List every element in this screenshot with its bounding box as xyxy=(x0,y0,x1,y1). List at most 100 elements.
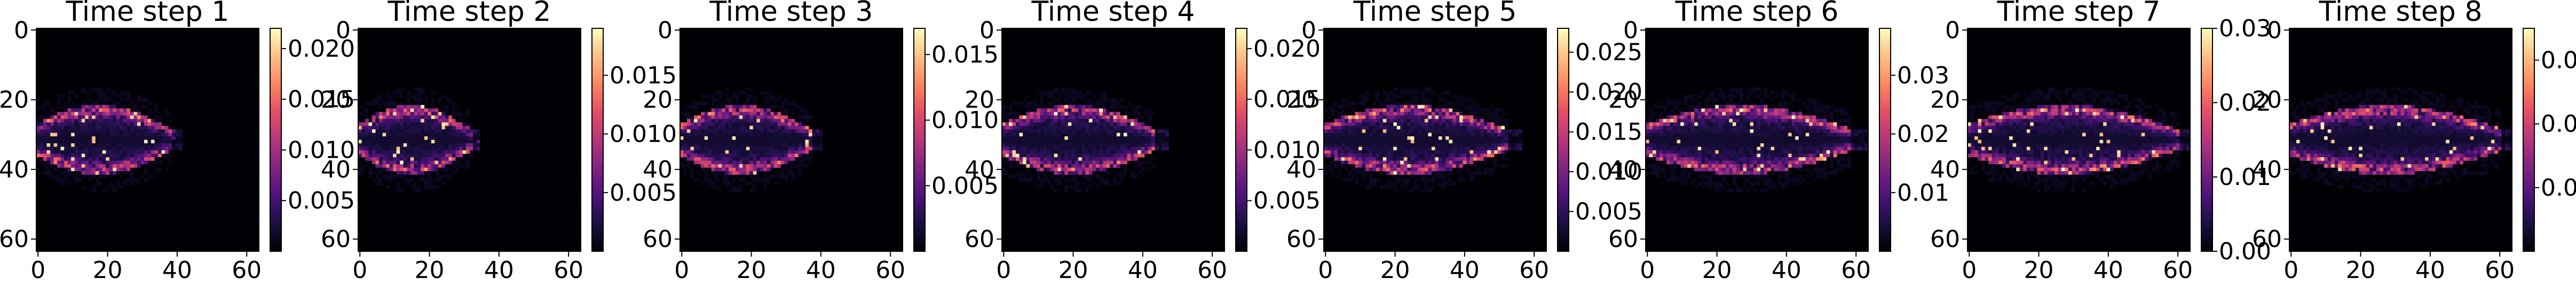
heatmap-cell xyxy=(729,188,733,192)
heatmap-cell xyxy=(711,98,715,102)
heatmap-cell xyxy=(753,105,757,109)
heatmap-cell xyxy=(407,167,411,172)
heatmap-cell xyxy=(1431,108,1435,112)
heatmap-cell xyxy=(1044,143,1048,147)
heatmap-cell xyxy=(1677,101,1681,105)
heatmap-cell xyxy=(434,167,439,172)
heatmap-cell xyxy=(400,140,404,144)
heatmap-cell xyxy=(1085,167,1089,172)
heatmap-cell xyxy=(1012,119,1016,123)
heatmap-cell xyxy=(1071,122,1076,126)
heatmap-cell xyxy=(389,129,393,133)
heatmap-cell xyxy=(379,129,383,133)
heatmap-cell xyxy=(1480,143,1484,147)
heatmap-cell xyxy=(64,119,68,123)
heatmap-cell xyxy=(739,171,743,175)
heatmap-cell xyxy=(708,112,712,116)
heatmap-cell xyxy=(1725,108,1729,112)
heatmap-cell xyxy=(1341,140,1345,144)
heatmap-cell xyxy=(742,115,747,119)
heatmap-cell xyxy=(36,105,40,109)
heatmap-cell xyxy=(424,108,428,112)
heatmap-cell xyxy=(1449,164,1453,168)
heatmap-cell xyxy=(448,122,453,126)
heatmap-cell xyxy=(1400,136,1404,140)
heatmap-cell xyxy=(1127,101,1131,105)
heatmap-cell xyxy=(1085,140,1089,144)
heatmap-cell xyxy=(396,136,400,140)
heatmap-cell xyxy=(1117,146,1120,151)
heatmap-cell xyxy=(1376,115,1380,119)
heatmap-cell xyxy=(154,146,159,151)
heatmap-cell xyxy=(1711,91,1716,95)
heatmap-cell xyxy=(473,129,477,133)
heatmap-cell xyxy=(403,146,407,151)
x-tick-label: 40 xyxy=(1128,257,1158,284)
heatmap-cell xyxy=(431,122,435,126)
heatmap-cell xyxy=(1134,122,1138,126)
heatmap-cell xyxy=(725,108,729,112)
heatmap-cell xyxy=(1099,94,1103,98)
heatmap-cell xyxy=(382,143,386,147)
heatmap-cell xyxy=(417,133,421,137)
heatmap-cell xyxy=(1414,94,1418,98)
heatmap-cell xyxy=(1365,133,1370,137)
heatmap-cell xyxy=(116,94,120,98)
heatmap-cell xyxy=(1113,101,1117,105)
heatmap-cell xyxy=(417,101,421,105)
heatmap-cell xyxy=(1148,136,1152,140)
heatmap-cell xyxy=(1047,146,1051,151)
heatmap-cell xyxy=(1400,143,1404,147)
heatmap-cell xyxy=(1788,101,1792,105)
colorbar-tick-label: 0.005 xyxy=(1253,187,1321,214)
heatmap-cell xyxy=(1071,140,1076,144)
heatmap-cell xyxy=(1117,136,1120,140)
heatmap-cell xyxy=(1508,133,1512,137)
heatmap-cell xyxy=(410,129,414,133)
heatmap-cell xyxy=(1078,94,1082,98)
heatmap-cell xyxy=(74,126,78,130)
heatmap-cell xyxy=(410,143,414,147)
heatmap-cell xyxy=(763,98,768,102)
heatmap-cell xyxy=(1414,185,1418,189)
heatmap-cell xyxy=(60,112,65,116)
heatmap-cell xyxy=(812,133,816,137)
heatmap-cell xyxy=(1068,185,1072,189)
heatmap-cell xyxy=(1497,133,1502,137)
heatmap-cell xyxy=(1026,136,1030,140)
heatmap-cell xyxy=(1348,112,1352,116)
heatmap-cell xyxy=(452,171,456,175)
heatmap-cell xyxy=(1095,157,1100,161)
heatmap-cell xyxy=(715,185,718,189)
heatmap-cell xyxy=(725,122,729,126)
heatmap-cell xyxy=(1345,167,1348,172)
heatmap-cell xyxy=(386,133,390,137)
heatmap-cell xyxy=(1158,129,1163,133)
heatmap-cell xyxy=(1417,171,1421,175)
heatmap-cell xyxy=(414,171,418,175)
heatmap-cell xyxy=(1040,101,1044,105)
heatmap-cell xyxy=(1421,136,1425,140)
heatmap-cell xyxy=(116,126,120,130)
heatmap-cell xyxy=(742,136,747,140)
heatmap-cell xyxy=(407,112,411,116)
heatmap-cell xyxy=(1649,119,1653,123)
heatmap-cell xyxy=(760,105,764,109)
heatmap-cell xyxy=(711,185,715,189)
heatmap-cell xyxy=(1057,136,1062,140)
heatmap-cell xyxy=(1410,94,1415,98)
heatmap-cell xyxy=(36,140,40,144)
heatmap-cell xyxy=(95,185,99,189)
heatmap-cell xyxy=(1684,98,1688,102)
heatmap-cell xyxy=(1016,122,1020,126)
heatmap-cell xyxy=(725,153,729,158)
heatmap-cell xyxy=(452,140,456,144)
heatmap-cell xyxy=(1393,171,1397,175)
heatmap-cell xyxy=(694,140,698,144)
heatmap-cell xyxy=(99,174,103,179)
heatmap-cell xyxy=(1504,143,1508,147)
heatmap-cell xyxy=(1452,150,1456,154)
heatmap-cell xyxy=(1037,129,1040,133)
heatmap-cell xyxy=(1826,105,1830,109)
heatmap-cell xyxy=(445,136,449,140)
